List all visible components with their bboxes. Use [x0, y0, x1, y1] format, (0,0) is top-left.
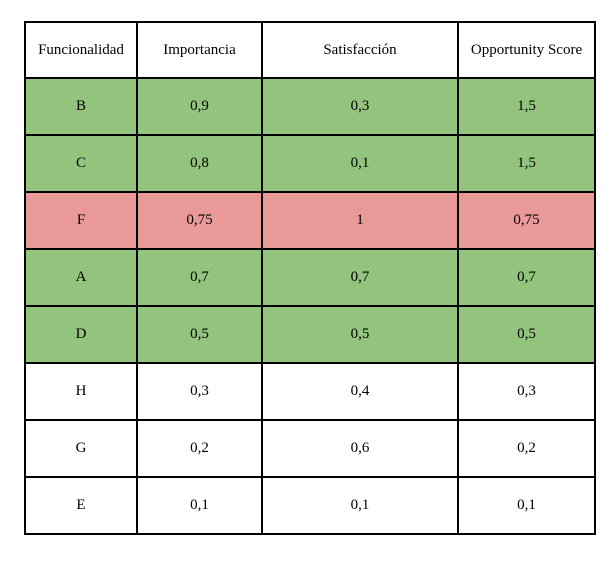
table-cell: 0,6	[261, 419, 459, 478]
table-row: A 0,7 0,7 0,7	[24, 248, 596, 307]
table-cell: 0,8	[136, 134, 263, 193]
table-cell: 0,1	[261, 134, 459, 193]
column-header: Satisfacción	[261, 21, 459, 79]
table-cell: 1,5	[457, 77, 596, 136]
table-cell: 0,7	[457, 248, 596, 307]
table-cell: 0,7	[136, 248, 263, 307]
table-cell: A	[24, 248, 138, 307]
table-cell: 0,5	[136, 305, 263, 364]
header-row: Funcionalidad Importancia Satisfacción Oppo…	[24, 21, 596, 79]
table-cell: B	[24, 77, 138, 136]
table-cell: 0,75	[457, 191, 596, 250]
table-row: C 0,8 0,1 1,5	[24, 134, 596, 193]
table-cell: G	[24, 419, 138, 478]
table-cell: 0,5	[261, 305, 459, 364]
table-body: B 0,9 0,3 1,5 C 0,8 0,1 1,5 F 0,75 1 0,75 A 0,7 0,7 0,7…	[24, 77, 596, 535]
table-cell: H	[24, 362, 138, 421]
table-cell: 1,5	[457, 134, 596, 193]
table-cell: 0,2	[457, 419, 596, 478]
table-cell: 0,3	[136, 362, 263, 421]
table-row: D 0,5 0,5 0,5	[24, 305, 596, 364]
table-cell: 0,3	[261, 77, 459, 136]
table-cell: 0,4	[261, 362, 459, 421]
table-cell: 1	[261, 191, 459, 250]
table-cell: 0,9	[136, 77, 263, 136]
table-cell: 0,1	[457, 476, 596, 535]
table-cell: 0,75	[136, 191, 263, 250]
table-cell: E	[24, 476, 138, 535]
column-header: Opportunity Score	[457, 21, 596, 79]
table-row: B 0,9 0,3 1,5	[24, 77, 596, 136]
opportunity-score-table: Funcionalidad Importancia Satisfacción Oppo…	[24, 21, 596, 535]
table-cell: 0,2	[136, 419, 263, 478]
table-cell: 0,1	[136, 476, 263, 535]
table-cell: 0,5	[457, 305, 596, 364]
table-row: G 0,2 0,6 0,2	[24, 419, 596, 478]
table-cell: C	[24, 134, 138, 193]
table-cell: 0,3	[457, 362, 596, 421]
column-header: Funcionalidad	[24, 21, 138, 79]
column-header: Importancia	[136, 21, 263, 79]
table-cell: D	[24, 305, 138, 364]
table-row: F 0,75 1 0,75	[24, 191, 596, 250]
table-cell: 0,1	[261, 476, 459, 535]
table-cell: 0,7	[261, 248, 459, 307]
table-cell: F	[24, 191, 138, 250]
table-row: H 0,3 0,4 0,3	[24, 362, 596, 421]
table-row: E 0,1 0,1 0,1	[24, 476, 596, 535]
